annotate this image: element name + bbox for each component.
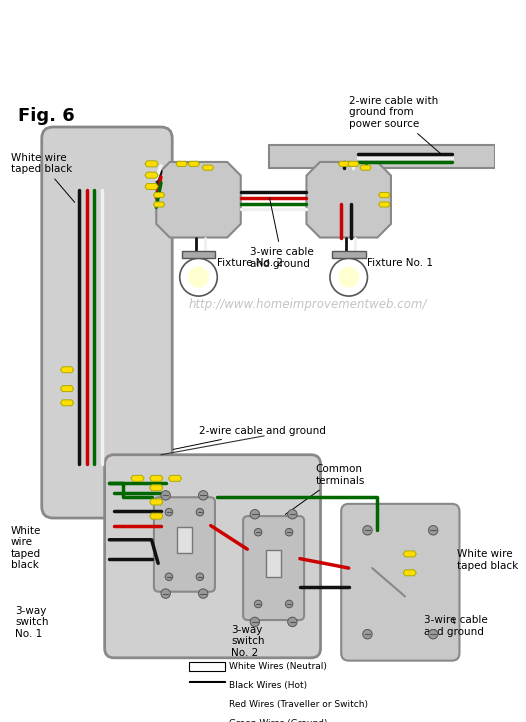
Text: http://www.homeimprovementweb.com/: http://www.homeimprovementweb.com/ — [188, 298, 427, 311]
Circle shape — [196, 508, 204, 516]
Circle shape — [198, 491, 208, 500]
Polygon shape — [150, 475, 163, 482]
Text: Common
terminals: Common terminals — [285, 464, 365, 515]
Bar — [177, 526, 192, 553]
Polygon shape — [379, 202, 390, 207]
Polygon shape — [360, 165, 371, 170]
Polygon shape — [145, 173, 158, 178]
Circle shape — [255, 529, 262, 536]
Text: Fig. 6: Fig. 6 — [18, 107, 75, 125]
Text: White wire
taped black: White wire taped black — [457, 549, 518, 571]
Circle shape — [288, 510, 297, 519]
FancyBboxPatch shape — [42, 127, 172, 518]
Text: Fixture No. 2: Fixture No. 2 — [217, 258, 284, 269]
Polygon shape — [145, 183, 158, 189]
Circle shape — [429, 630, 438, 639]
Text: Fixture No. 1: Fixture No. 1 — [368, 258, 433, 269]
Polygon shape — [150, 513, 163, 519]
Circle shape — [255, 600, 262, 608]
Polygon shape — [60, 400, 74, 406]
Circle shape — [285, 600, 293, 608]
Circle shape — [165, 508, 173, 516]
Text: White Wires (Neutral): White Wires (Neutral) — [229, 662, 327, 671]
Polygon shape — [131, 475, 144, 482]
Bar — [189, 681, 225, 690]
Polygon shape — [307, 162, 391, 238]
Circle shape — [165, 573, 173, 580]
FancyBboxPatch shape — [154, 497, 215, 592]
Polygon shape — [150, 485, 163, 491]
Circle shape — [338, 267, 359, 287]
Text: Black Wires (Hot): Black Wires (Hot) — [229, 681, 308, 690]
Circle shape — [429, 526, 438, 535]
Polygon shape — [403, 551, 416, 557]
Circle shape — [180, 258, 217, 296]
Polygon shape — [60, 367, 74, 373]
Circle shape — [161, 491, 170, 500]
Circle shape — [330, 258, 368, 296]
Circle shape — [250, 510, 259, 519]
Text: 2-wire cable and ground: 2-wire cable and ground — [173, 426, 326, 450]
Polygon shape — [154, 193, 165, 198]
Bar — [269, 145, 495, 168]
Circle shape — [363, 630, 372, 639]
Bar — [332, 251, 366, 258]
Text: 3-way
switch
No. 1: 3-way switch No. 1 — [15, 606, 49, 639]
Bar — [266, 550, 281, 577]
Polygon shape — [154, 202, 165, 207]
Polygon shape — [60, 386, 74, 391]
Text: 3-way
switch
No. 2: 3-way switch No. 2 — [231, 625, 265, 658]
Text: White
wire
taped
black: White wire taped black — [11, 526, 41, 570]
Polygon shape — [348, 161, 359, 166]
Text: Green Wires (Ground): Green Wires (Ground) — [229, 719, 328, 722]
Text: 3-wire cable
and ground: 3-wire cable and ground — [250, 198, 314, 269]
Polygon shape — [338, 161, 350, 166]
Circle shape — [188, 267, 209, 287]
Circle shape — [288, 617, 297, 627]
Text: 2-wire cable with
ground from
power source: 2-wire cable with ground from power sour… — [349, 96, 440, 154]
FancyBboxPatch shape — [105, 455, 320, 658]
Circle shape — [363, 526, 372, 535]
Polygon shape — [403, 570, 416, 575]
Text: Red Wires (Traveller or Switch): Red Wires (Traveller or Switch) — [229, 700, 368, 709]
Circle shape — [196, 573, 204, 580]
Circle shape — [250, 617, 259, 627]
Polygon shape — [188, 161, 199, 166]
Polygon shape — [145, 161, 158, 167]
Bar — [189, 661, 225, 671]
Circle shape — [161, 589, 170, 599]
FancyBboxPatch shape — [243, 516, 304, 620]
Bar — [189, 719, 225, 722]
Bar — [189, 700, 225, 709]
Circle shape — [198, 589, 208, 599]
Bar — [181, 251, 216, 258]
Text: 3-wire cable
and ground: 3-wire cable and ground — [424, 615, 488, 637]
Polygon shape — [203, 165, 214, 170]
Polygon shape — [379, 193, 390, 198]
Circle shape — [285, 529, 293, 536]
Text: White wire
taped black: White wire taped black — [11, 152, 75, 202]
Polygon shape — [150, 499, 163, 505]
FancyBboxPatch shape — [341, 504, 460, 661]
Polygon shape — [168, 475, 181, 482]
Polygon shape — [156, 162, 241, 238]
Polygon shape — [176, 161, 187, 166]
